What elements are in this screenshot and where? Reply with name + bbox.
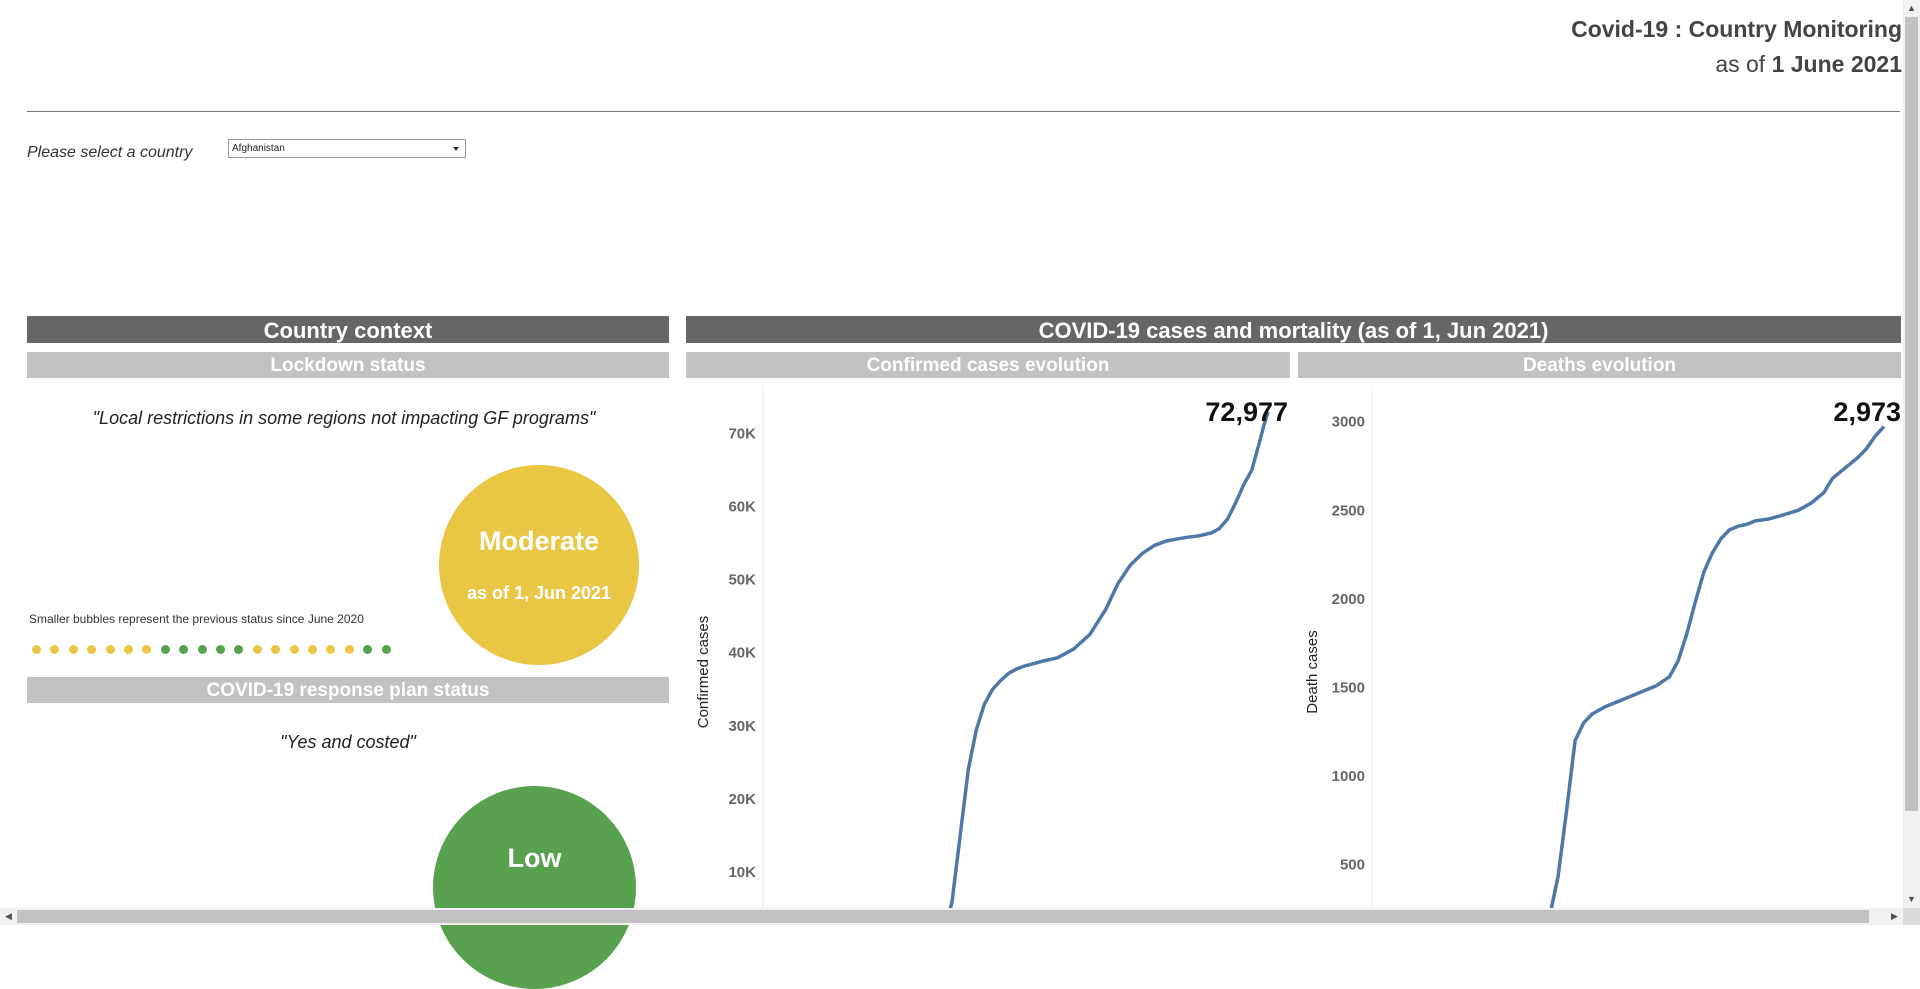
latest-value-label: 2,973 [1833,397,1901,427]
history-bubble[interactable] [363,645,373,654]
history-bubble[interactable] [142,645,152,654]
history-bubble[interactable] [32,645,41,654]
history-bubble[interactable] [87,645,97,654]
history-bubble[interactable] [68,645,78,654]
lockdown-status-bubble[interactable]: Moderate as of 1, Jun 2021 [439,465,639,665]
y-tick-label: 70K [728,426,756,443]
country-dropdown-value: Afghanistan [232,143,285,154]
header-divider [27,111,1900,112]
history-bubble[interactable] [289,645,299,654]
response-plan-bubble[interactable]: Low [433,786,636,989]
scroll-left-arrow-icon[interactable]: ◀ [5,911,12,921]
y-tick-label: 60K [728,499,756,516]
country-dropdown[interactable]: Afghanistan [228,139,466,158]
history-bubble[interactable] [308,645,317,654]
y-tick-label: 500 [1340,856,1365,873]
dashboard-title-block: Covid-19 : Country Monitoring as of 1 Ju… [1571,12,1902,82]
asof-prefix: as of [1715,51,1766,77]
y-tick-label: 50K [728,572,756,589]
scroll-up-arrow-icon[interactable]: ▲ [1907,3,1916,13]
y-axis-title: Death cases [1304,630,1321,713]
response-plan-status-label: Low [507,843,562,873]
y-tick-label: 3000 [1332,414,1365,431]
history-bubble[interactable] [179,645,189,654]
history-bubble[interactable] [326,645,336,654]
chevron-down-icon[interactable] [453,147,459,151]
response-plan-quote: "Yes and costed" [280,732,416,752]
deaths-header: Deaths evolution [1298,352,1901,378]
history-bubble[interactable] [381,645,391,654]
history-bubble[interactable] [252,645,262,654]
history-bubble[interactable] [234,645,244,654]
y-tick-label: 10K [728,864,756,881]
lockdown-status-label: Moderate [478,526,600,556]
y-tick-label: 1500 [1332,679,1365,696]
deaths-chart: 500 1000 1500 2000 2500 3000 Death cases 2,973 [1304,385,1901,909]
y-tick-label: 2500 [1332,502,1365,519]
lockdown-status-asof: as of 1, Jun 2021 [466,583,612,603]
history-bubble[interactable] [124,645,133,654]
confirmed-cases-header: Confirmed cases evolution [686,352,1290,378]
confirmed-cases-chart: 10K 20K 30K 40K 50K 60K 70K Confirmed cases 72,9… [695,385,1288,908]
history-bubble[interactable] [216,645,225,654]
response-plan-header: COVID-19 response plan status [27,677,669,703]
horizontal-scrollbar-thumb[interactable] [17,910,1869,923]
history-bubble[interactable] [50,645,60,654]
history-bubble[interactable] [197,645,207,654]
series-line[interactable] [863,411,1270,908]
asof-date: 1 June 2021 [1771,51,1902,77]
scroll-right-arrow-icon[interactable]: ▶ [1891,911,1898,921]
y-axis-title: Confirmed cases [695,616,712,729]
lockdown-status-header: Lockdown status [27,352,669,378]
country-context-header: Country context [27,316,669,343]
lockdown-quote: "Local restrictions in some regions not … [92,408,596,428]
dashboard-title: Covid-19 : Country Monitoring [1571,16,1902,42]
latest-value-label: 72,977 [1205,397,1288,427]
y-tick-label: 40K [728,645,756,662]
cases-mortality-header: COVID-19 cases and mortality (as of 1, J… [686,316,1901,343]
country-select-label: Please select a country [27,144,193,161]
y-tick-label: 30K [728,718,756,735]
y-tick-label: 20K [728,791,756,808]
history-bubble[interactable] [160,645,170,654]
y-tick-label: 1000 [1332,768,1365,785]
history-bubble[interactable] [344,645,354,654]
vertical-scrollbar-thumb[interactable] [1905,17,1918,811]
series-line[interactable] [1455,425,1886,909]
y-tick-label: 2000 [1332,591,1365,608]
history-bubbles-note: Smaller bubbles represent the previous s… [29,612,364,626]
scrollbar-corner [1903,908,1920,925]
history-bubble[interactable] [105,645,115,654]
history-bubble[interactable] [271,645,281,654]
scroll-down-arrow-icon[interactable]: ▼ [1907,894,1916,904]
